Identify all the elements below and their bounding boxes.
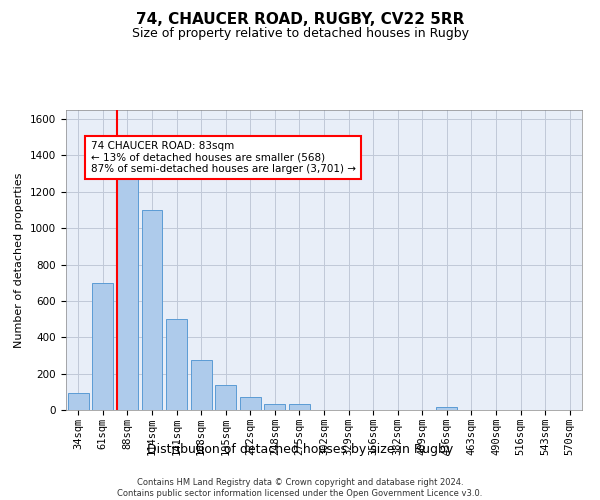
Text: Contains HM Land Registry data © Crown copyright and database right 2024.
Contai: Contains HM Land Registry data © Crown c… <box>118 478 482 498</box>
Bar <box>166 319 187 410</box>
Bar <box>68 392 89 410</box>
Bar <box>436 408 457 410</box>
Bar <box>289 404 310 410</box>
Bar <box>191 360 212 410</box>
Bar <box>215 386 236 410</box>
Text: 74 CHAUCER ROAD: 83sqm
← 13% of detached houses are smaller (568)
87% of semi-de: 74 CHAUCER ROAD: 83sqm ← 13% of detached… <box>91 141 356 174</box>
Bar <box>240 398 261 410</box>
Bar <box>265 404 286 410</box>
Text: Distribution of detached houses by size in Rugby: Distribution of detached houses by size … <box>147 442 453 456</box>
Y-axis label: Number of detached properties: Number of detached properties <box>14 172 25 348</box>
Text: Size of property relative to detached houses in Rugby: Size of property relative to detached ho… <box>131 28 469 40</box>
Bar <box>142 210 163 410</box>
Text: 74, CHAUCER ROAD, RUGBY, CV22 5RR: 74, CHAUCER ROAD, RUGBY, CV22 5RR <box>136 12 464 28</box>
Bar <box>117 168 138 410</box>
Bar <box>92 282 113 410</box>
